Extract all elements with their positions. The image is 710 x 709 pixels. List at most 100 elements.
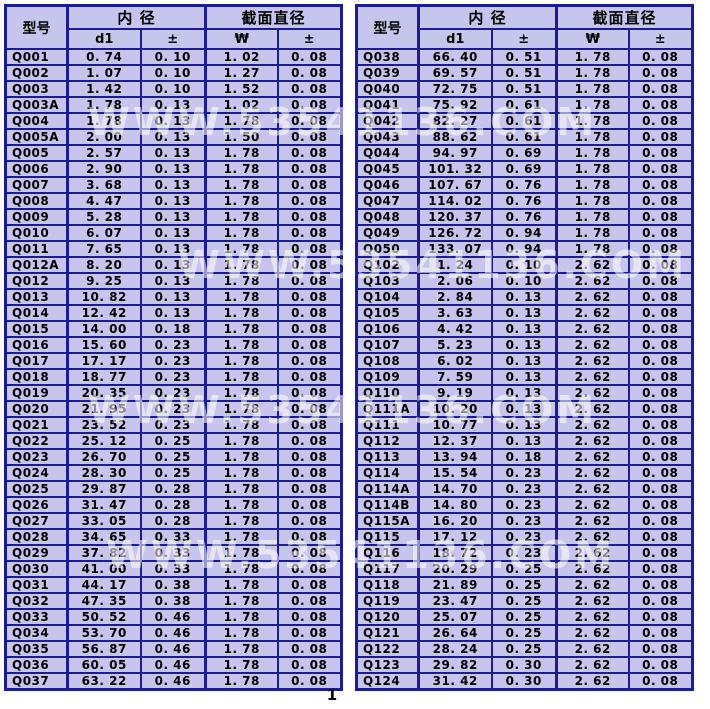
value-cell: 0. 08 — [627, 48, 694, 66]
value-cell: 0. 13 — [139, 192, 207, 210]
model-cell: Q003A — [4, 96, 69, 114]
value-cell: 0. 28 — [139, 496, 207, 514]
value-cell: 1. 78 — [204, 576, 279, 594]
value-cell: 1. 78 — [204, 528, 279, 546]
value-cell: 0. 08 — [627, 272, 694, 290]
value-cell: 18. 72 — [417, 544, 493, 562]
value-cell: 1. 52 — [204, 80, 279, 98]
value-cell: 0. 61 — [490, 112, 558, 130]
value-cell: 41. 00 — [66, 560, 142, 578]
value-cell: 7. 59 — [417, 368, 493, 386]
table-row: Q035 56. 87 0. 46 1. 78 0. 08 — [4, 640, 343, 658]
table-row: Q023 26. 70 0. 25 1. 78 0. 08 — [4, 448, 343, 466]
value-cell: 2. 06 — [417, 272, 493, 290]
value-cell: 10. 77 — [417, 416, 493, 434]
value-cell: 2. 62 — [555, 448, 630, 466]
value-cell: 1. 78 — [204, 480, 279, 498]
value-cell: 60. 05 — [66, 656, 142, 674]
table-row: Q119 23. 47 0. 25 2. 62 0. 08 — [355, 592, 694, 610]
model-cell: Q005 — [4, 144, 69, 162]
value-cell: 1. 78 — [204, 464, 279, 482]
table-row: Q003A 1. 78 0. 13 1. 02 0. 08 — [4, 96, 343, 114]
value-cell: 10. 82 — [66, 288, 142, 306]
model-cell: Q050 — [355, 240, 420, 258]
value-cell: 25. 07 — [417, 608, 493, 626]
value-cell: 2. 57 — [66, 144, 142, 162]
value-cell: 0. 23 — [139, 336, 207, 354]
model-cell: Q008 — [4, 192, 69, 210]
value-cell: 82. 27 — [417, 112, 493, 130]
value-cell: 1. 78 — [204, 240, 279, 258]
value-cell: 12. 37 — [417, 432, 493, 450]
value-cell: 0. 51 — [490, 48, 558, 66]
table-body: Q038 66. 40 0. 51 1. 78 0. 08 Q039 69. 57 0. 51… — [355, 48, 694, 691]
value-cell: 0. 08 — [627, 496, 694, 514]
model-cell: Q044 — [355, 144, 420, 162]
value-cell: 0. 69 — [490, 160, 558, 178]
value-cell: 0. 28 — [139, 480, 207, 498]
model-cell: Q024 — [4, 464, 69, 482]
table-row: Q001 0. 74 0. 10 1. 02 0. 08 — [4, 48, 343, 66]
model-cell: Q038 — [355, 48, 420, 66]
value-cell: 0. 25 — [139, 432, 207, 450]
value-cell: 0. 23 — [139, 384, 207, 402]
value-cell: 2. 62 — [555, 416, 630, 434]
value-cell: 1. 78 — [204, 368, 279, 386]
value-cell: 6. 02 — [417, 352, 493, 370]
table-row: Q007 3. 68 0. 13 1. 78 0. 08 — [4, 176, 343, 194]
value-cell: 0. 08 — [276, 192, 343, 210]
model-cell: Q001 — [4, 48, 69, 66]
model-cell: Q045 — [355, 160, 420, 178]
value-cell: 1. 78 — [204, 304, 279, 322]
value-cell: 0. 08 — [276, 48, 343, 66]
model-cell: Q012A — [4, 256, 69, 274]
model-cell: Q032 — [4, 592, 69, 610]
value-cell: 47. 35 — [66, 592, 142, 610]
table-row: Q046 107. 67 0. 76 1. 78 0. 08 — [355, 176, 694, 194]
table-row: Q121 26. 64 0. 25 2. 62 0. 08 — [355, 624, 694, 642]
table-row: Q102 1. 24 0. 10 2. 62 0. 08 — [355, 256, 694, 274]
value-cell: 31. 42 — [417, 672, 493, 691]
model-cell: Q018 — [4, 368, 69, 386]
value-cell: 0. 08 — [276, 480, 343, 498]
value-cell: 0. 08 — [276, 592, 343, 610]
spec-table-right: 型号 内 径 截面直径 d1 ± ₩ ± Q038 66. 40 0. 51 1. 7… — [355, 4, 694, 691]
table-header: 型号 内 径 截面直径 d1 ± ₩ ± — [355, 4, 694, 50]
table-row: Q031 44. 17 0. 38 1. 78 0. 08 — [4, 576, 343, 594]
value-cell: 0. 23 — [139, 352, 207, 370]
model-cell: Q049 — [355, 224, 420, 242]
table-row: Q040 72. 75 0. 51 1. 78 0. 08 — [355, 80, 694, 98]
value-cell: 0. 08 — [627, 112, 694, 130]
model-cell: Q026 — [4, 496, 69, 514]
model-cell: Q122 — [355, 640, 420, 658]
model-cell: Q019 — [4, 384, 69, 402]
header-inner-diameter: 内 径 — [66, 4, 207, 30]
value-cell: 3. 68 — [66, 176, 142, 194]
value-cell: 21. 95 — [66, 400, 142, 418]
value-cell: 2. 62 — [555, 464, 630, 482]
value-cell: 0. 08 — [276, 640, 343, 658]
model-cell: Q012 — [4, 272, 69, 290]
value-cell: 0. 25 — [490, 608, 558, 626]
value-cell: 1. 78 — [555, 48, 630, 66]
value-cell: 20. 29 — [417, 560, 493, 578]
value-cell: 0. 23 — [490, 496, 558, 514]
model-cell: Q112 — [355, 432, 420, 450]
value-cell: 1. 42 — [66, 80, 142, 98]
value-cell: 0. 08 — [276, 304, 343, 322]
value-cell: 1. 78 — [555, 240, 630, 258]
table-row: Q014 12. 42 0. 13 1. 78 0. 08 — [4, 304, 343, 322]
value-cell: 133. 07 — [417, 240, 493, 258]
model-cell: Q105 — [355, 304, 420, 322]
value-cell: 1. 78 — [204, 656, 279, 674]
value-cell: 63. 22 — [66, 672, 142, 691]
value-cell: 8. 20 — [66, 256, 142, 274]
table-row: Q011 7. 65 0. 13 1. 78 0. 08 — [4, 240, 343, 258]
table-row: Q120 25. 07 0. 25 2. 62 0. 08 — [355, 608, 694, 626]
value-cell: 0. 08 — [276, 240, 343, 258]
table-row: Q114B 14. 80 0. 23 2. 62 0. 08 — [355, 496, 694, 514]
value-cell: 0. 46 — [139, 640, 207, 658]
value-cell: 0. 13 — [490, 384, 558, 402]
value-cell: 107. 67 — [417, 176, 493, 194]
header-model: 型号 — [4, 4, 69, 50]
